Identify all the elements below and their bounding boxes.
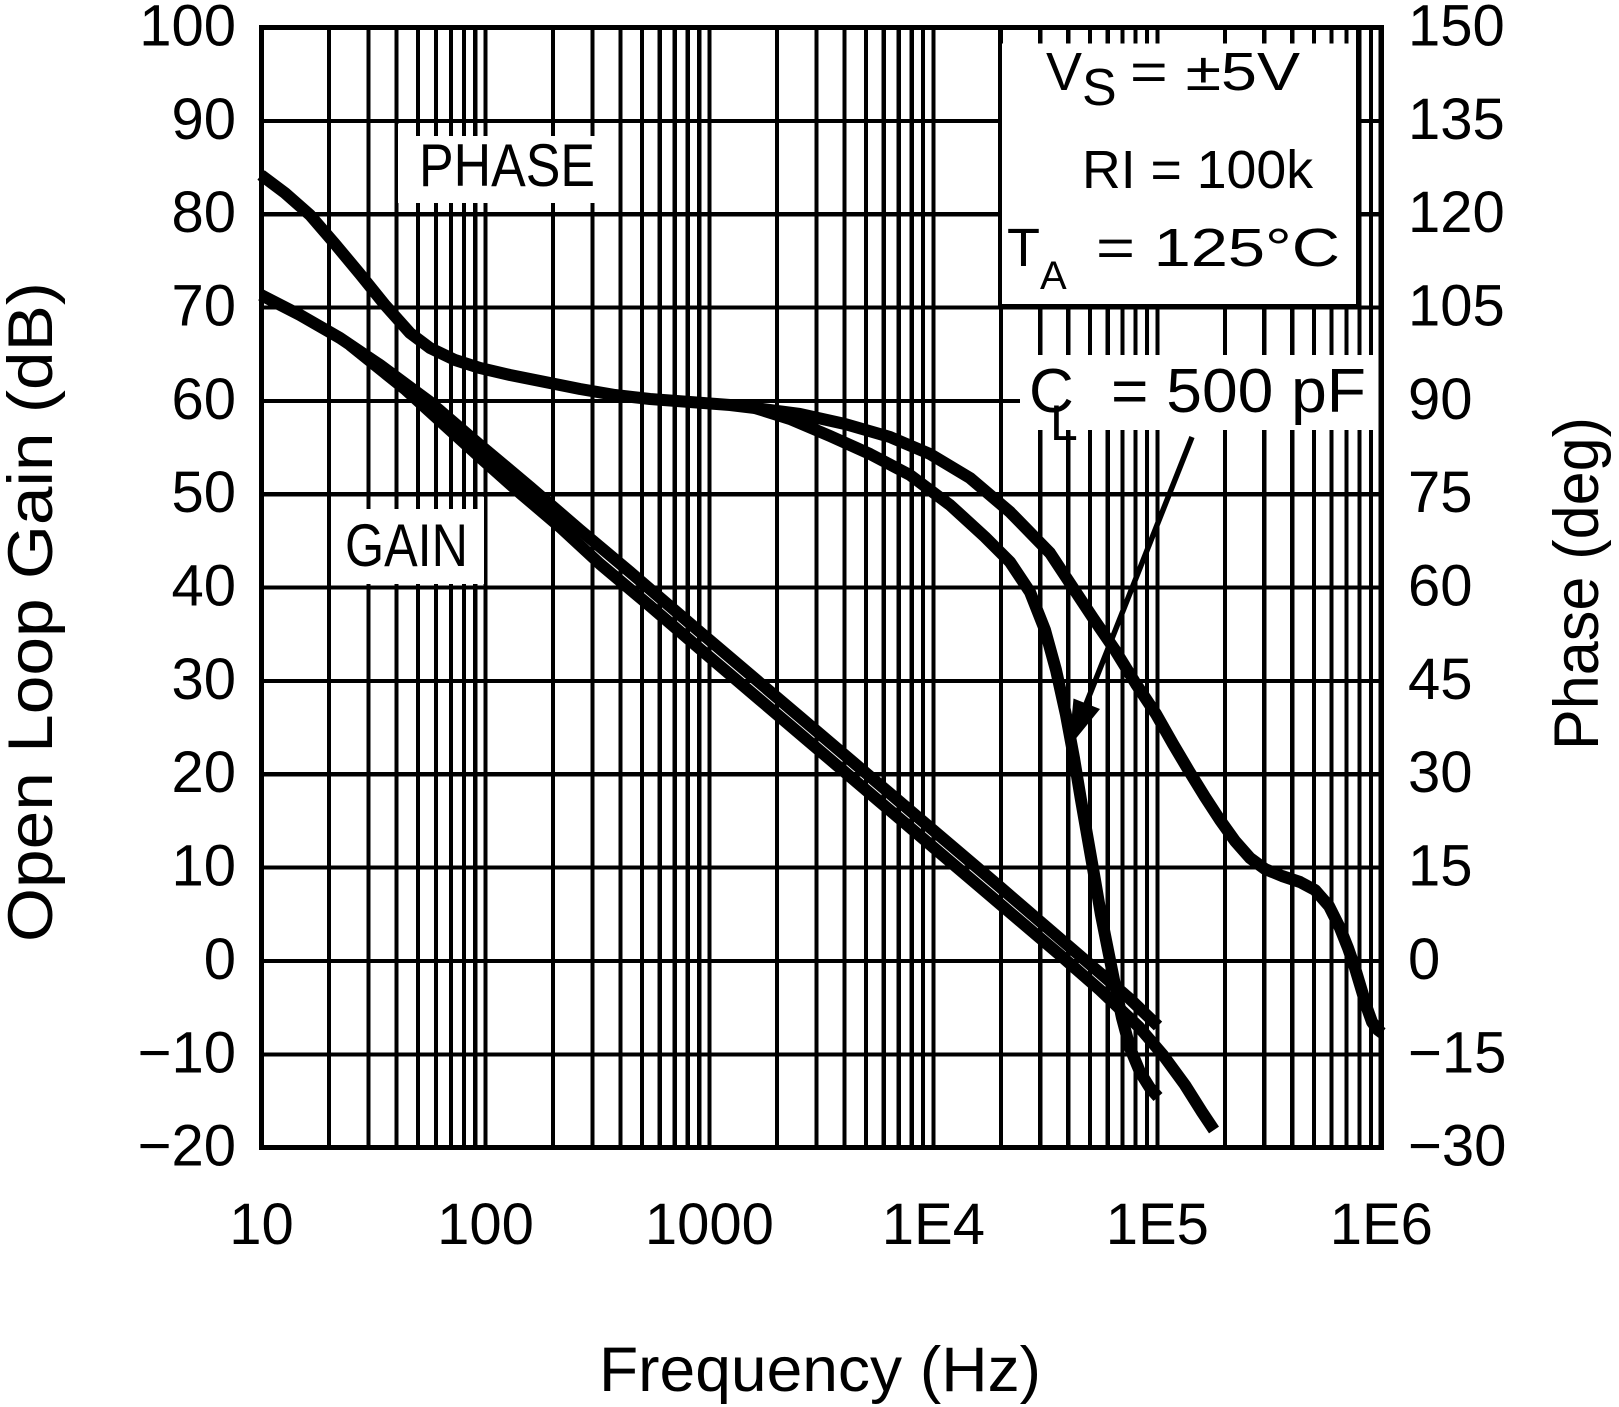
svg-text:Open Loop Gain (dB): Open Loop Gain (dB) [0, 282, 66, 942]
svg-text:60: 60 [1408, 554, 1473, 619]
svg-text:L: L [1050, 395, 1078, 451]
svg-text:= 500 pF: = 500 pF [1111, 357, 1366, 426]
svg-text:S: S [1082, 59, 1117, 117]
svg-text:GAIN: GAIN [345, 512, 468, 579]
svg-text:90: 90 [1408, 367, 1473, 432]
svg-text:PHASE: PHASE [419, 132, 595, 199]
svg-text:V: V [1046, 42, 1082, 102]
svg-text:70: 70 [171, 274, 236, 339]
svg-text:30: 30 [171, 647, 236, 712]
svg-text:10: 10 [171, 834, 236, 899]
svg-text:1E4: 1E4 [882, 1192, 985, 1257]
svg-text:C: C [1029, 357, 1074, 426]
svg-text:= 125°C: = 125°C [1096, 218, 1340, 278]
svg-text:1E5: 1E5 [1106, 1192, 1209, 1257]
svg-text:90: 90 [171, 87, 236, 152]
svg-text:40: 40 [171, 554, 236, 619]
svg-text:50: 50 [171, 460, 236, 525]
svg-text:= ±5V: = ±5V [1130, 42, 1300, 102]
svg-text:−20: −20 [138, 1114, 236, 1179]
svg-text:1E6: 1E6 [1330, 1192, 1433, 1257]
svg-text:135: 135 [1408, 87, 1505, 152]
svg-text:−30: −30 [1408, 1114, 1506, 1179]
svg-text:Phase (deg): Phase (deg) [1542, 417, 1612, 750]
svg-text:10: 10 [229, 1192, 294, 1257]
svg-text:0: 0 [204, 927, 236, 992]
svg-text:Frequency (Hz): Frequency (Hz) [599, 1335, 1041, 1405]
svg-text:15: 15 [1408, 834, 1473, 899]
svg-text:0: 0 [1408, 927, 1440, 992]
svg-text:120: 120 [1408, 180, 1505, 245]
svg-text:100: 100 [139, 0, 236, 59]
svg-text:A: A [1040, 254, 1067, 298]
svg-text:75: 75 [1408, 460, 1473, 525]
svg-text:T: T [1007, 218, 1040, 278]
svg-text:−10: −10 [138, 1020, 236, 1085]
svg-text:30: 30 [1408, 740, 1473, 805]
svg-text:20: 20 [171, 740, 236, 805]
svg-text:105: 105 [1408, 274, 1505, 339]
svg-text:1000: 1000 [645, 1192, 774, 1257]
svg-text:−15: −15 [1408, 1020, 1506, 1085]
svg-text:80: 80 [171, 180, 236, 245]
svg-text:45: 45 [1408, 647, 1473, 712]
svg-text:RI = 100k: RI = 100k [1082, 140, 1314, 200]
svg-text:150: 150 [1408, 0, 1505, 59]
svg-text:100: 100 [437, 1192, 534, 1257]
svg-text:60: 60 [171, 367, 236, 432]
